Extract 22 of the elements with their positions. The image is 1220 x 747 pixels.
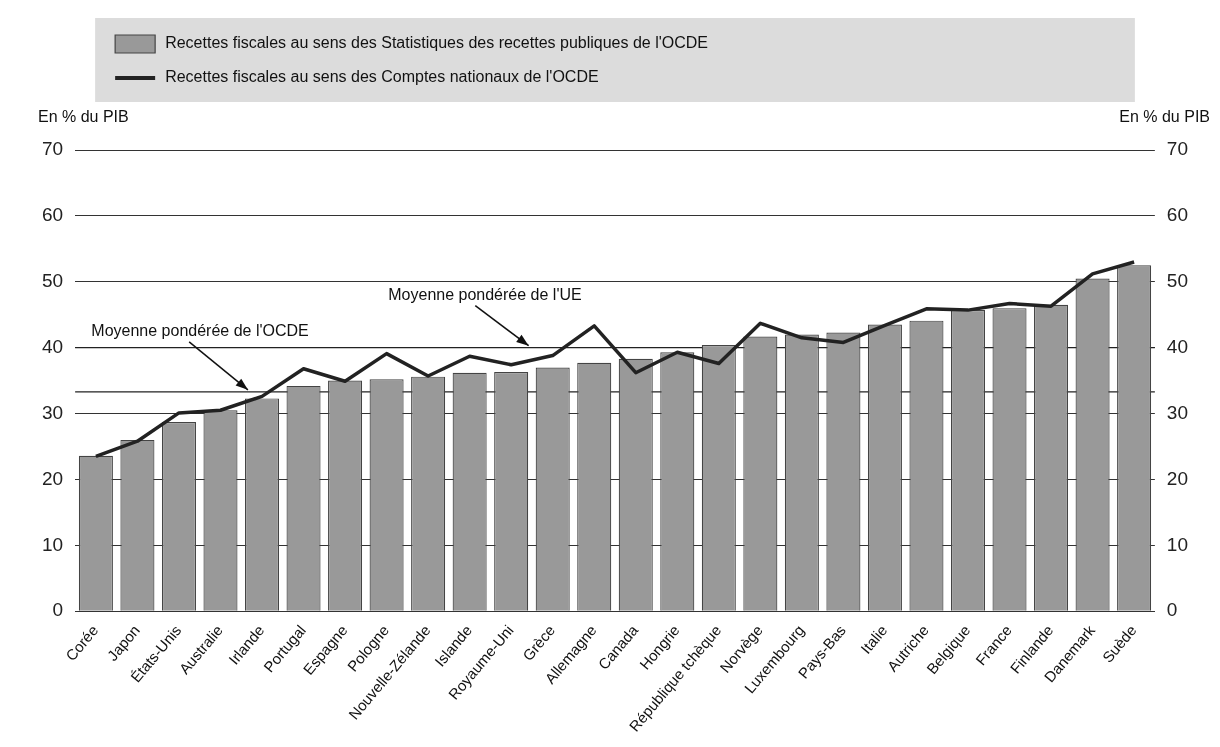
y-axis-title: En % du PIB xyxy=(38,108,129,126)
ref-line-label: Moyenne pondérée de l'OCDE xyxy=(91,322,309,340)
y2-tick-label: 50 xyxy=(1166,270,1189,292)
y-tick-label: 30 xyxy=(41,401,64,423)
y-tick-label: 20 xyxy=(41,467,64,489)
y-tick-label: 0 xyxy=(52,599,64,621)
y2-tick-label: 20 xyxy=(1166,467,1189,489)
y2-axis-title: En % du PIB xyxy=(1119,108,1210,126)
y-tick-label: 50 xyxy=(41,270,64,292)
y-tick-label: 40 xyxy=(41,335,64,357)
y2-tick-label: 70 xyxy=(1166,138,1189,160)
y-tick-label: 60 xyxy=(41,204,64,226)
y-tick-label: 70 xyxy=(41,138,64,160)
legend-label: Recettes fiscales au sens des Statistiques des recettes publiques de l'OCDE xyxy=(165,34,709,52)
y2-tick-label: 10 xyxy=(1166,533,1189,555)
y2-tick-label: 30 xyxy=(1166,401,1189,423)
y2-tick-label: 40 xyxy=(1166,335,1189,357)
y-tick-label: 10 xyxy=(41,533,64,555)
legend-label: Recettes fiscales au sens des Comptes nationaux de l'OCDE xyxy=(165,68,599,86)
y2-tick-label: 0 xyxy=(1166,599,1178,621)
y2-tick-label: 60 xyxy=(1166,204,1189,226)
ref-line-label: Moyenne pondérée de l'UE xyxy=(388,286,582,304)
